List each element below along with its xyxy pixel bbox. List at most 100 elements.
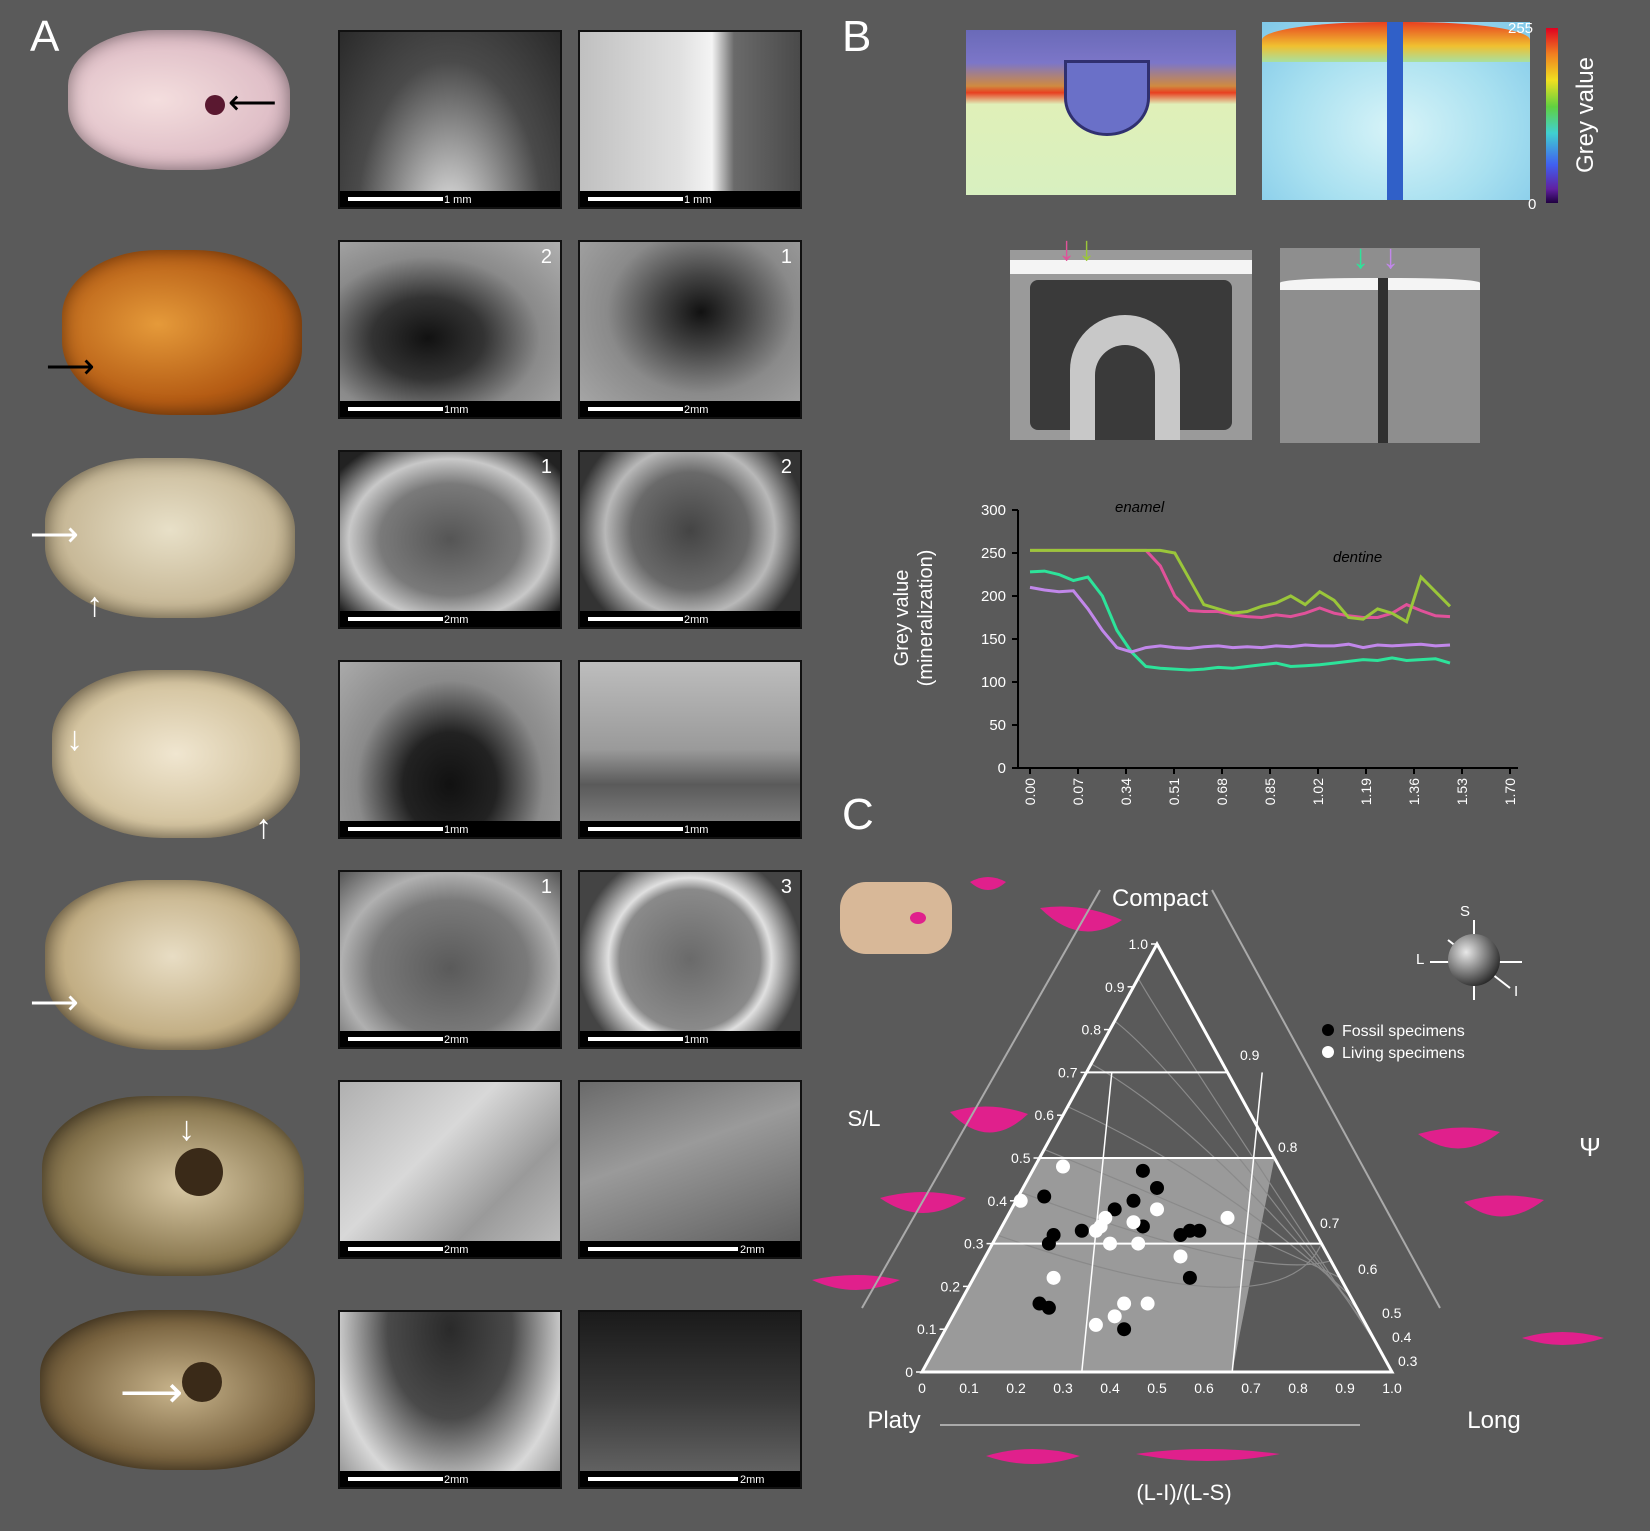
scale-bar-label: 2mm [740, 1244, 765, 1256]
y-tick-label: 300 [981, 502, 1006, 519]
sem-image-r5-right: 1mm 3 [578, 870, 802, 1049]
y-tick-label: 250 [981, 545, 1006, 562]
scale-bar [588, 197, 683, 201]
sem-image-r3-right: 2mm 2 [578, 450, 802, 629]
x-tick-label: 1.36 [1406, 778, 1422, 805]
living-specimen-point [1131, 1236, 1146, 1251]
bottom-tick-label: 0 [918, 1380, 926, 1396]
x-tick-label: 0.00 [1022, 778, 1038, 805]
sem-image-r6-left: 2mm [338, 1080, 562, 1259]
ternary-grid-line [1231, 1072, 1263, 1373]
cavity-marker [182, 1362, 222, 1402]
bottom-tick-label: 0.1 [959, 1380, 979, 1396]
bottom-tick-label: 0.6 [1194, 1380, 1214, 1396]
tooth-photo-4 [52, 670, 300, 838]
scale-bar [588, 1247, 738, 1251]
scale-bar [348, 1247, 443, 1251]
arrow-right-icon: ⟶ [30, 984, 79, 1022]
ternary-left-label: Platy [867, 1407, 920, 1434]
living-specimen-point [1056, 1159, 1070, 1174]
panel-letter-b: B [842, 12, 872, 61]
psi-contour [1020, 1191, 1332, 1266]
scale-bar [588, 1037, 683, 1041]
shape-illustrations [812, 877, 1604, 1464]
sem-image-r4-left: 1mm [338, 660, 562, 839]
left-tick-label: 0.3 [964, 1236, 984, 1252]
chart-annotation-enamel: enamel [1115, 499, 1165, 516]
colorbar-label: Grey value [1572, 56, 1599, 174]
y-tick-label: 100 [981, 674, 1006, 691]
scale-bar-label: 2mm [444, 1244, 469, 1256]
profile-arrow-pink-icon: ↓ [1058, 230, 1075, 268]
sem-image-r1-left: 1 mm [338, 30, 562, 209]
fossil-specimen-point [1041, 1300, 1056, 1315]
living-specimen-point [1013, 1193, 1028, 1208]
ternary-shape-diagram: S L I 0 0.1 0.2 0.3 0.4 0.5 0.6 0.7 0.8 0.9 1.0 0 0.… [812, 877, 1604, 1505]
tooth-photo-1 [68, 30, 290, 170]
living-specimen-point [1140, 1296, 1155, 1311]
scale-bar-label: 2mm [444, 1474, 469, 1486]
ct-grayscale-image-1 [1010, 250, 1252, 440]
sem-image-r3-left: 2mm 1 [338, 450, 562, 629]
y-tick-label: 200 [981, 588, 1006, 605]
chart-ylabel-line2: (mineralization) [915, 550, 937, 687]
legend-living-label: Living specimens [1342, 1045, 1465, 1062]
x-tick-label: 0.34 [1118, 778, 1134, 805]
arrow-up-icon: ↑ [86, 586, 103, 624]
image-index-label: 1 [540, 876, 552, 898]
image-index-label: 2 [540, 246, 552, 268]
chart-ylabel-line1: Grey value [891, 570, 913, 667]
series-line-3 [1029, 569, 1451, 672]
bottom-tick-label: 0.9 [1335, 1380, 1355, 1396]
psi-tick-label: 0.3 [1398, 1353, 1418, 1369]
profile-arrow-teal-icon: ↓ [1352, 238, 1369, 276]
fossil-specimen-point [1074, 1223, 1089, 1238]
arrow-down-icon: ↓ [66, 720, 83, 758]
scale-bar [348, 827, 443, 831]
bottom-tick-label: 0.2 [1006, 1380, 1026, 1396]
scale-bar-label: 2mm [444, 614, 469, 626]
scale-bar-label: 2mm [740, 1474, 765, 1486]
arrow-right-icon: ⟶ [46, 348, 95, 386]
ct-colormap-image-1 [966, 30, 1236, 195]
bottom-tick-label: 0.7 [1241, 1380, 1261, 1396]
ternary-shaded-region [922, 1158, 1275, 1372]
sem-image-r2-right: 2mm 1 [578, 240, 802, 419]
x-tick-label: 1.19 [1358, 778, 1374, 805]
ternary-top-label: Compact [1112, 885, 1208, 912]
left-tick-label: 1.0 [1129, 936, 1149, 952]
x-tick-label: 1.53 [1454, 778, 1470, 805]
arrow-left-icon: ⟵ [228, 84, 277, 122]
sem-image-r2-left: 1mm 2 [338, 240, 562, 419]
bottom-tick-label: 1.0 [1382, 1380, 1402, 1396]
sem-image-r1-right: 1 mm [578, 30, 802, 209]
psi-tick-label: 0.6 [1358, 1261, 1378, 1277]
cavity-marker [175, 1148, 223, 1196]
psi-contour [997, 1234, 1323, 1288]
ct-grayscale-image-2 [1280, 248, 1480, 443]
psi-tick-label: 0.9 [1240, 1047, 1260, 1063]
y-tick-label: 50 [989, 717, 1006, 734]
fossil-specimen-point [1182, 1270, 1197, 1285]
sem-image-r6-right: 2mm [578, 1080, 802, 1259]
chart-annotation-dentine: dentine [1333, 549, 1382, 566]
psi-tick-label: 0.8 [1278, 1139, 1298, 1155]
scale-bar [348, 1477, 443, 1481]
panel-letter-a: A [30, 12, 60, 61]
series-line-2 [1030, 548, 1452, 625]
axis-i-label: I [1514, 983, 1518, 1000]
image-index-label: 1 [780, 246, 792, 268]
left-tick-label: 0.8 [1082, 1022, 1102, 1038]
arrow-right-icon: ⟶ [30, 516, 79, 554]
bottom-tick-label: 0.5 [1147, 1380, 1167, 1396]
tooth-photo-3 [45, 458, 295, 618]
scale-bar [588, 407, 683, 411]
psi-tick-label: 0.4 [1392, 1329, 1412, 1345]
left-tick-label: 0.9 [1105, 979, 1125, 995]
x-tick-label: 0.51 [1166, 778, 1182, 805]
tooth-photo-2 [62, 250, 302, 415]
sem-image-r5-left: 2mm 1 [338, 870, 562, 1049]
scale-bar-label: 2mm [684, 404, 709, 416]
sem-image-r4-right: 1mm [578, 660, 802, 839]
cavity-highlight [910, 912, 926, 924]
